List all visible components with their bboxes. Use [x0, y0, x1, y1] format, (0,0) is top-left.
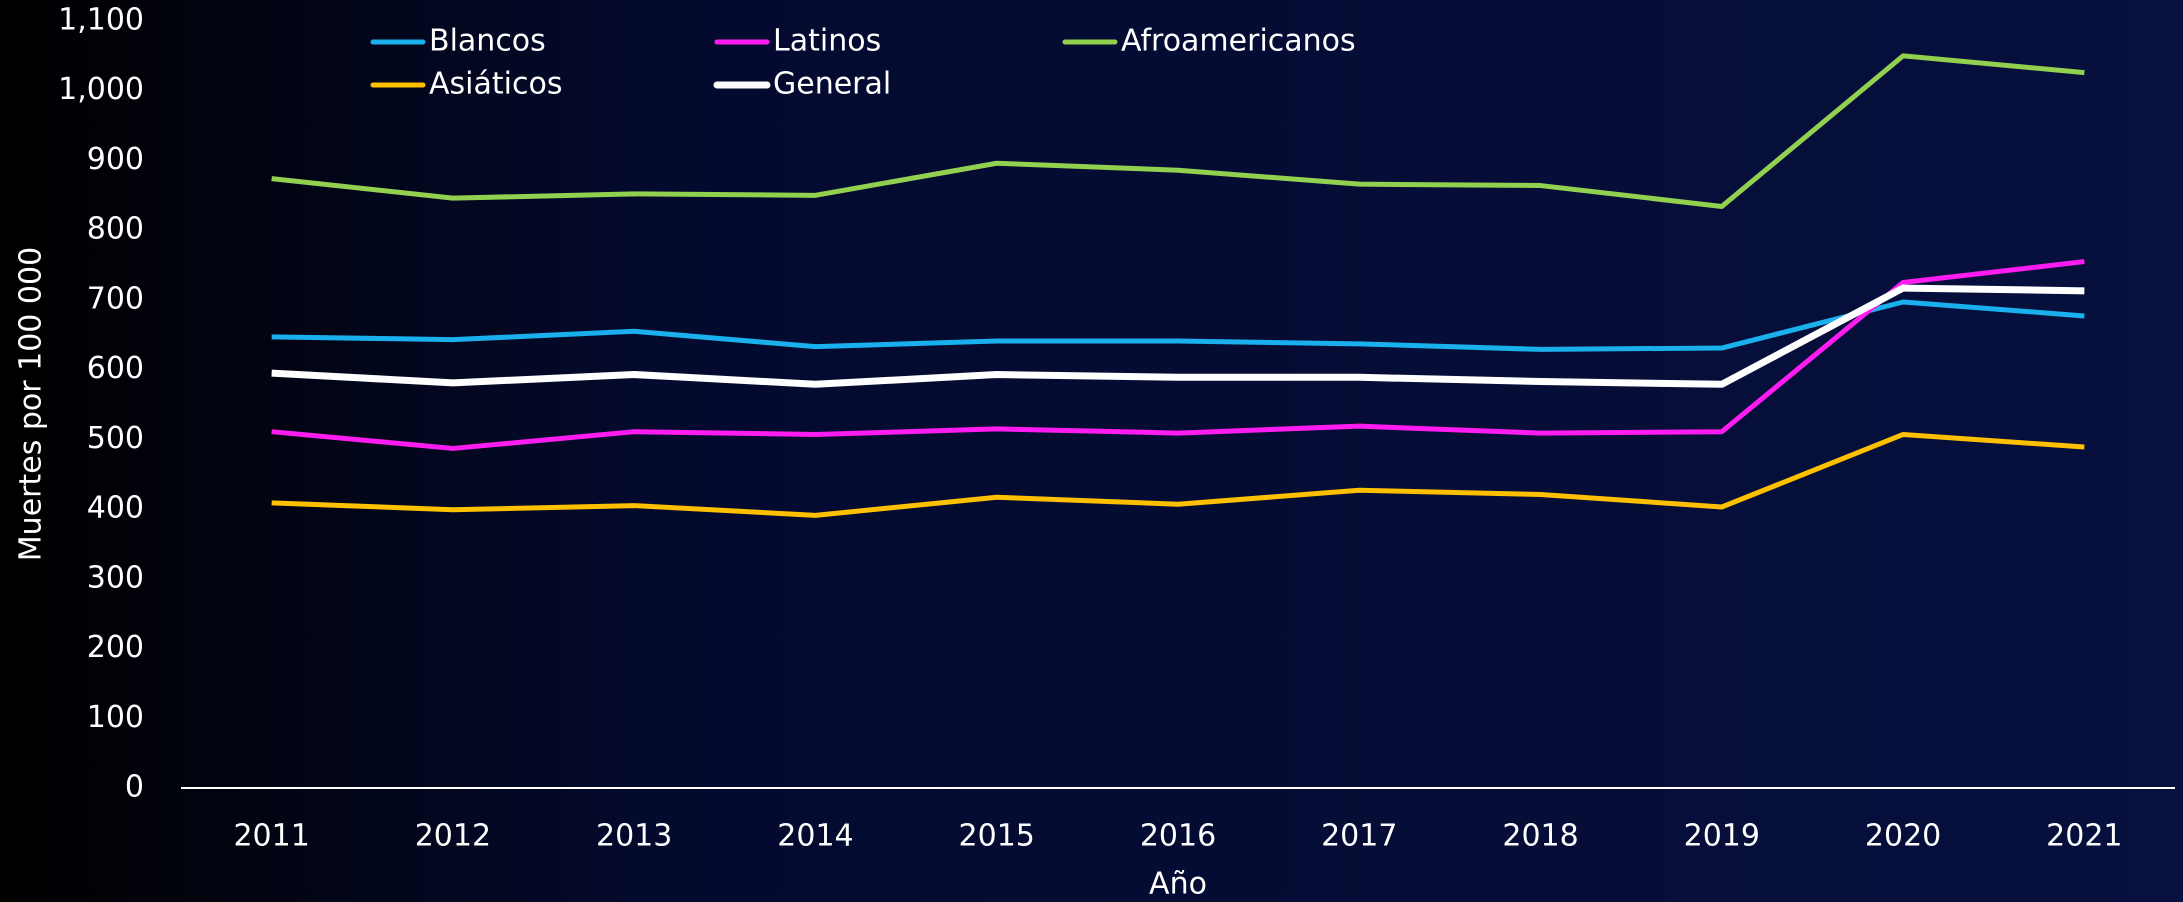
- y-tick-label: 0: [125, 770, 144, 805]
- y-tick-label: 500: [87, 421, 144, 456]
- legend-label: Blancos: [429, 24, 546, 59]
- x-tick-label: 2019: [1684, 819, 1760, 854]
- y-tick-label: 400: [87, 491, 144, 526]
- y-tick-label: 700: [87, 281, 144, 316]
- x-tick-label: 2012: [415, 819, 491, 854]
- legend-label: Asiáticos: [429, 67, 562, 102]
- y-tick-label: 800: [87, 212, 144, 247]
- series-line: [271, 299, 2085, 352]
- x-tick-label: 2018: [1502, 819, 1578, 854]
- y-tick-label: 200: [87, 630, 144, 665]
- x-tick-label: 2020: [1865, 819, 1941, 854]
- series-line: [271, 53, 2085, 209]
- legend-label: General: [773, 67, 891, 102]
- y-tick-label: 100: [87, 700, 144, 735]
- y-tick-label: 300: [87, 560, 144, 595]
- x-tick-label: 2011: [233, 819, 309, 854]
- legend-label: Afroamericanos: [1121, 24, 1356, 59]
- series-line: [271, 431, 2085, 518]
- x-tick-label: 2015: [959, 819, 1035, 854]
- y-tick-label: 1,100: [58, 3, 144, 38]
- y-tick-label: 1,000: [58, 72, 144, 107]
- x-tick-label: 2021: [2046, 819, 2122, 854]
- y-axis-label: Muertes por 100 000: [14, 247, 49, 561]
- y-tick-label: 900: [87, 142, 144, 177]
- x-tick-label: 2013: [596, 819, 672, 854]
- legend-label: Latinos: [773, 24, 881, 59]
- x-tick-label: 2017: [1321, 819, 1397, 854]
- x-axis-label: Año: [1149, 867, 1207, 902]
- x-tick-label: 2014: [777, 819, 853, 854]
- x-tick-label: 2016: [1140, 819, 1216, 854]
- series-line: [271, 259, 2085, 451]
- y-tick-label: 600: [87, 351, 144, 386]
- series-line: [271, 284, 2085, 388]
